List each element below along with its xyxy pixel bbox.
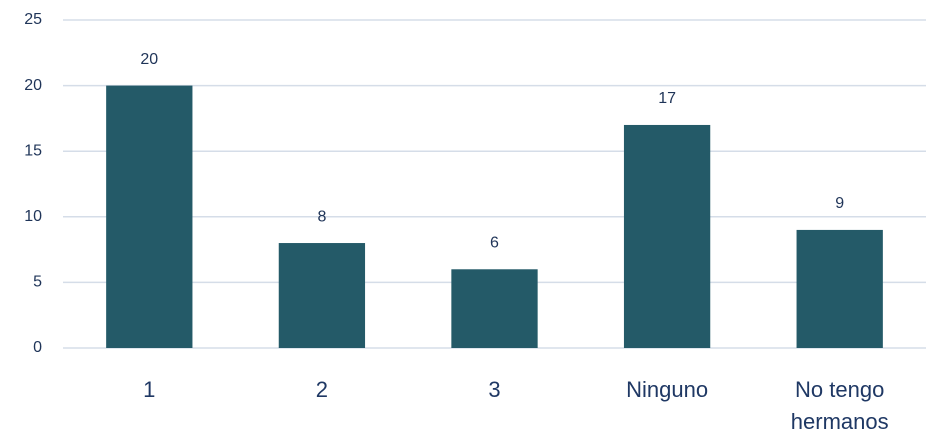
- y-tick-label: 5: [33, 274, 42, 291]
- data-label: 9: [835, 195, 844, 212]
- data-label: 6: [490, 234, 499, 251]
- bar: [623, 124, 711, 349]
- data-label: 20: [140, 51, 158, 68]
- y-tick-label: 25: [24, 11, 42, 28]
- x-tick-label: 3: [488, 377, 501, 402]
- bar: [106, 85, 193, 348]
- x-tick-label: Ninguno: [626, 377, 709, 402]
- x-tick-label: 1: [143, 377, 156, 402]
- y-tick-label: 0: [33, 339, 42, 356]
- data-label: 17: [658, 90, 676, 107]
- bar: [796, 229, 883, 348]
- data-label: 8: [317, 208, 326, 225]
- bar: [278, 243, 366, 348]
- x-tick-label: No tengo hermanos: [790, 377, 889, 434]
- y-tick-label: 10: [24, 208, 42, 225]
- y-tick-label: 20: [24, 77, 42, 94]
- y-tick-label: 15: [24, 142, 42, 159]
- bar: [451, 269, 538, 348]
- x-tick-label: 2: [315, 377, 329, 402]
